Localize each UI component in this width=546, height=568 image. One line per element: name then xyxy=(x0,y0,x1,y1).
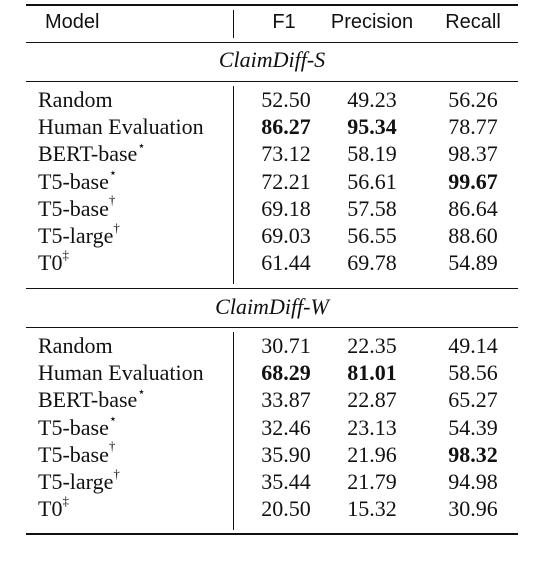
model-name: T0‡ xyxy=(38,492,69,522)
model-name: Human Evaluation xyxy=(38,114,204,140)
model-name: BERT-base⋆ xyxy=(38,384,146,413)
header-f1: F1 xyxy=(272,11,296,33)
header-model: Model xyxy=(45,11,100,33)
recall-value: 30.96 xyxy=(448,496,498,522)
f1-value: 20.50 xyxy=(261,496,311,522)
f1-value: 61.44 xyxy=(261,250,311,276)
model-label: T0 xyxy=(38,250,63,276)
model-footnote-mark: ‡ xyxy=(62,246,69,262)
model-footnote-mark: ⋆ xyxy=(108,411,117,427)
f1-value: 52.50 xyxy=(261,87,311,112)
f1-value: 33.87 xyxy=(261,387,311,413)
model-footnote-mark: † xyxy=(108,438,116,454)
precision-value: 57.58 xyxy=(347,195,397,221)
model-footnote-mark: ‡ xyxy=(62,492,69,508)
model-label: T0 xyxy=(38,496,63,522)
model-name: T5-large† xyxy=(38,465,120,495)
precision-value: 21.79 xyxy=(347,469,397,494)
f1-value: 35.44 xyxy=(261,469,311,494)
model-label: T5-large xyxy=(38,469,114,494)
precision-value: 23.13 xyxy=(347,414,397,440)
model-label: T5-base xyxy=(38,441,109,467)
f1-value: 30.71 xyxy=(261,333,311,358)
model-name: T5-large† xyxy=(38,219,120,249)
f1-value: 69.03 xyxy=(261,223,311,248)
model-name: T5-base⋆ xyxy=(38,166,117,195)
model-label: BERT-base xyxy=(38,387,138,413)
table-top-rule xyxy=(26,4,518,6)
precision-value: 56.55 xyxy=(347,223,397,248)
section-rule xyxy=(26,327,518,329)
f1-value: 35.90 xyxy=(261,441,311,467)
section-title: ClaimDiff-S xyxy=(218,47,326,72)
f1-value: 69.18 xyxy=(261,195,311,221)
recall-value: 58.56 xyxy=(448,360,498,386)
header-column-divider xyxy=(233,10,235,38)
precision-value: 22.35 xyxy=(347,333,397,358)
f1-value: 86.27 xyxy=(261,114,311,140)
model-footnote-mark: ⋆ xyxy=(108,165,117,181)
model-label: Random xyxy=(38,87,113,112)
recall-value: 56.26 xyxy=(448,87,498,112)
column-divider xyxy=(233,86,235,284)
f1-value: 73.12 xyxy=(261,141,311,167)
section-rule xyxy=(26,81,518,83)
recall-value: 99.67 xyxy=(448,168,498,194)
model-name: Random xyxy=(38,333,113,359)
precision-value: 69.78 xyxy=(347,250,397,276)
precision-value: 21.96 xyxy=(347,441,397,467)
f1-value: 72.21 xyxy=(261,168,311,194)
recall-value: 98.32 xyxy=(448,441,498,467)
model-label: Human Evaluation xyxy=(38,360,204,386)
model-name: BERT-base⋆ xyxy=(38,138,146,167)
model-name: T0‡ xyxy=(38,246,69,276)
f1-value: 32.46 xyxy=(261,414,311,440)
model-label: T5-base xyxy=(38,168,109,194)
section-separator-rule xyxy=(26,288,518,290)
header-recall: Recall xyxy=(445,11,501,33)
model-name: T5-base⋆ xyxy=(38,412,117,441)
model-footnote-mark: ⋆ xyxy=(137,384,146,400)
precision-value: 56.61 xyxy=(347,168,397,194)
table-bottom-rule xyxy=(26,533,518,535)
recall-value: 94.98 xyxy=(448,469,498,494)
model-footnote-mark: † xyxy=(108,192,116,208)
recall-value: 54.89 xyxy=(448,250,498,276)
model-name: Human Evaluation xyxy=(38,360,204,386)
precision-value: 15.32 xyxy=(347,496,397,522)
header-rule xyxy=(26,42,518,44)
model-label: T5-base xyxy=(38,195,109,221)
precision-value: 58.19 xyxy=(347,141,397,167)
model-label: Human Evaluation xyxy=(38,114,204,140)
f1-value: 68.29 xyxy=(261,360,311,386)
results-table: Model F1 Precision Recall ClaimDiff-S Ra… xyxy=(26,0,518,568)
recall-value: 86.64 xyxy=(448,195,498,221)
precision-value: 49.23 xyxy=(347,87,397,112)
recall-value: 78.77 xyxy=(448,114,498,140)
model-label: BERT-base xyxy=(38,141,138,167)
recall-value: 88.60 xyxy=(448,223,498,248)
model-footnote-mark: ⋆ xyxy=(137,138,146,154)
precision-value: 81.01 xyxy=(347,360,397,386)
model-label: T5-large xyxy=(38,223,114,248)
model-name: T5-base† xyxy=(38,193,115,222)
header-precision: Precision xyxy=(330,11,414,33)
recall-value: 49.14 xyxy=(448,333,498,358)
recall-value: 54.39 xyxy=(448,414,498,440)
recall-value: 65.27 xyxy=(448,387,498,413)
model-label: Random xyxy=(38,333,113,358)
precision-value: 22.87 xyxy=(347,387,397,413)
recall-value: 98.37 xyxy=(448,141,498,167)
model-footnote-mark: † xyxy=(113,465,120,481)
model-name: T5-base† xyxy=(38,439,115,468)
model-name: Random xyxy=(38,87,113,113)
model-footnote-mark: † xyxy=(113,219,120,235)
column-divider xyxy=(233,332,235,530)
precision-value: 95.34 xyxy=(347,114,397,140)
model-label: T5-base xyxy=(38,414,109,440)
section-title: ClaimDiff-W xyxy=(215,294,329,319)
